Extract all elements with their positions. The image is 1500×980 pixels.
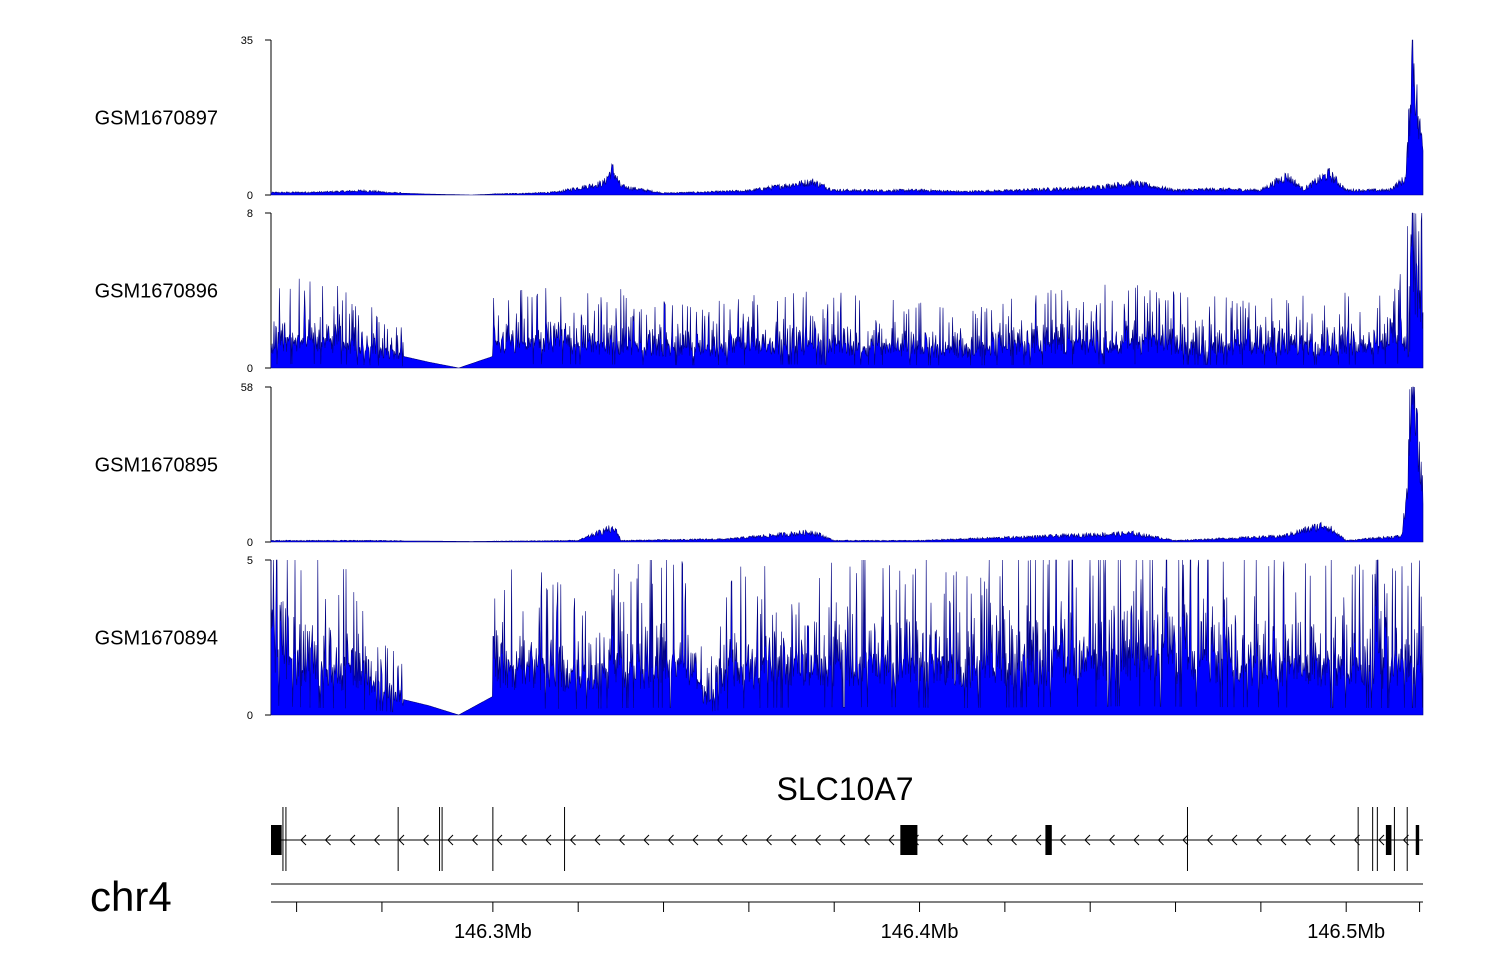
strand-arrow <box>1231 834 1238 846</box>
strand-arrow <box>422 834 429 846</box>
track-gsm1670897: GSM1670897 35 0 <box>95 35 1424 202</box>
track-gsm1670894: GSM1670894 5 0 <box>95 555 1424 722</box>
coverage-area <box>270 212 1424 369</box>
strand-arrow <box>1035 834 1042 846</box>
exon <box>1385 825 1392 855</box>
track-label: GSM1670894 <box>95 628 218 650</box>
strand-arrow <box>1329 834 1336 846</box>
y-tick-label-min: 0 <box>247 363 253 375</box>
track-label: GSM1670897 <box>95 108 218 130</box>
strand-arrow <box>741 834 748 846</box>
y-tick-label-min: 0 <box>247 710 253 722</box>
y-tick-label-max: 35 <box>241 35 253 47</box>
axis-tick-label: 146.5Mb <box>1307 921 1385 943</box>
y-tick-label-min: 0 <box>247 190 253 202</box>
track-gsm1670896: GSM1670896 8 0 <box>95 208 1424 375</box>
strand-arrow <box>594 834 601 846</box>
strand-arrow <box>790 834 797 846</box>
strand-arrow <box>324 834 331 846</box>
strand-arrow <box>937 834 944 846</box>
coverage-tracks: GSM1670897350GSM167089680GSM1670895580GS… <box>95 35 1424 722</box>
strand-arrow <box>643 834 650 846</box>
strand-arrow <box>1084 834 1091 846</box>
strand-arrow <box>888 834 895 846</box>
coverage-area <box>270 39 1424 196</box>
strand-arrow <box>961 834 968 846</box>
strand-arrow <box>1378 834 1385 846</box>
y-tick-label-max: 8 <box>247 208 253 220</box>
strand-arrow <box>569 834 576 846</box>
strand-arrow <box>398 834 405 846</box>
strand-arrow <box>471 834 478 846</box>
strand-arrow <box>716 834 723 846</box>
strand-arrow <box>692 834 699 846</box>
strand-arrow <box>863 834 870 846</box>
y-tick-label-max: 5 <box>247 555 253 567</box>
strand-arrow <box>765 834 772 846</box>
track-label: GSM1670895 <box>95 455 218 477</box>
strand-arrow <box>447 834 454 846</box>
strand-arrow <box>618 834 625 846</box>
exon <box>900 825 918 855</box>
genome-axis: 146.3Mb 146.4Mb 146.5Mb <box>271 883 1423 943</box>
strand-arrow <box>814 834 821 846</box>
strand-arrow <box>496 834 503 846</box>
strand-arrow <box>1010 834 1017 846</box>
axis-tick-label: 146.4Mb <box>881 921 959 943</box>
strand-arrow <box>1304 834 1311 846</box>
strand-arrow <box>520 834 527 846</box>
track-label: GSM1670896 <box>95 281 218 303</box>
strand-arrow <box>1182 834 1189 846</box>
exon <box>1045 825 1052 855</box>
coverage-area <box>270 559 1424 716</box>
exon <box>271 825 282 855</box>
strand-arrow <box>300 834 307 846</box>
strand-arrow <box>1280 834 1287 846</box>
strand-arrow <box>1133 834 1140 846</box>
strand-arrow <box>1108 834 1115 846</box>
strand-arrow <box>986 834 993 846</box>
chromosome-label: chr4 <box>90 873 172 920</box>
y-tick-label-max: 58 <box>241 382 253 394</box>
exon <box>1415 825 1420 855</box>
track-gsm1670895: GSM1670895 58 0 <box>95 382 1424 549</box>
y-tick-label-min: 0 <box>247 537 253 549</box>
gene-model-track: SLC10A7 <box>271 771 1423 871</box>
axis-tick-label: 146.3Mb <box>454 921 532 943</box>
strand-arrow <box>349 834 356 846</box>
strand-arrow <box>373 834 380 846</box>
gene-name-label: SLC10A7 <box>777 771 914 807</box>
strand-arrow <box>1059 834 1066 846</box>
strand-arrow <box>839 834 846 846</box>
strand-arrow <box>1157 834 1164 846</box>
strand-arrow <box>545 834 552 846</box>
strand-arrow <box>667 834 674 846</box>
strand-arrow <box>1206 834 1213 846</box>
coverage-area <box>270 386 1424 543</box>
strand-arrow <box>1255 834 1262 846</box>
